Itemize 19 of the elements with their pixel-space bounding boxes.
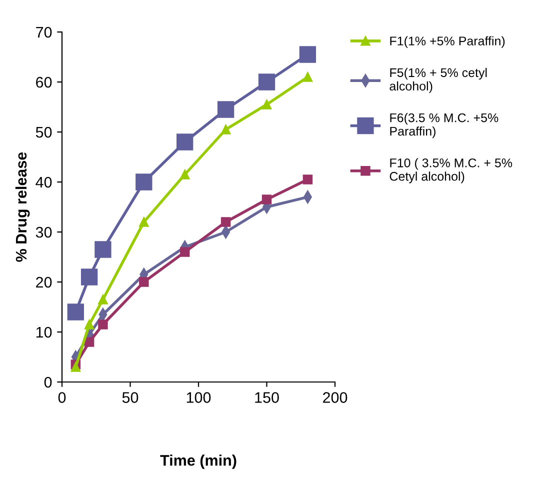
y-tick-label: 20 — [36, 276, 52, 288]
x-tick-label: 100 — [186, 392, 211, 403]
y-tick-label: 0 — [44, 376, 52, 388]
y-tick-label: 70 — [36, 26, 52, 38]
x-tick-label: 0 — [58, 392, 66, 403]
x-tick-label: 50 — [122, 392, 138, 403]
y-tick-label: 30 — [36, 226, 52, 238]
legend-label: F5(1% + 5% cetyl alcohol) — [390, 68, 487, 94]
x-axis-title: Time (min) — [160, 454, 236, 469]
x-tick-label: 200 — [323, 392, 348, 403]
y-tick-label: 60 — [36, 76, 52, 88]
x-tick-label: 150 — [255, 392, 279, 403]
y-tick-label: 50 — [36, 126, 52, 138]
y-tick-label: 40 — [36, 176, 52, 188]
legend-label: F6(3.5 % M.C. +5% Paraffin) — [390, 113, 498, 138]
y-axis-title: % Drug release — [15, 152, 30, 262]
y-tick-label: 10 — [36, 326, 52, 338]
legend-label: F10 ( 3.5% M.C. + 5% Cetyl alcohol) — [390, 158, 512, 184]
legend-label: F1(1% +5% Paraffin) — [390, 36, 505, 48]
